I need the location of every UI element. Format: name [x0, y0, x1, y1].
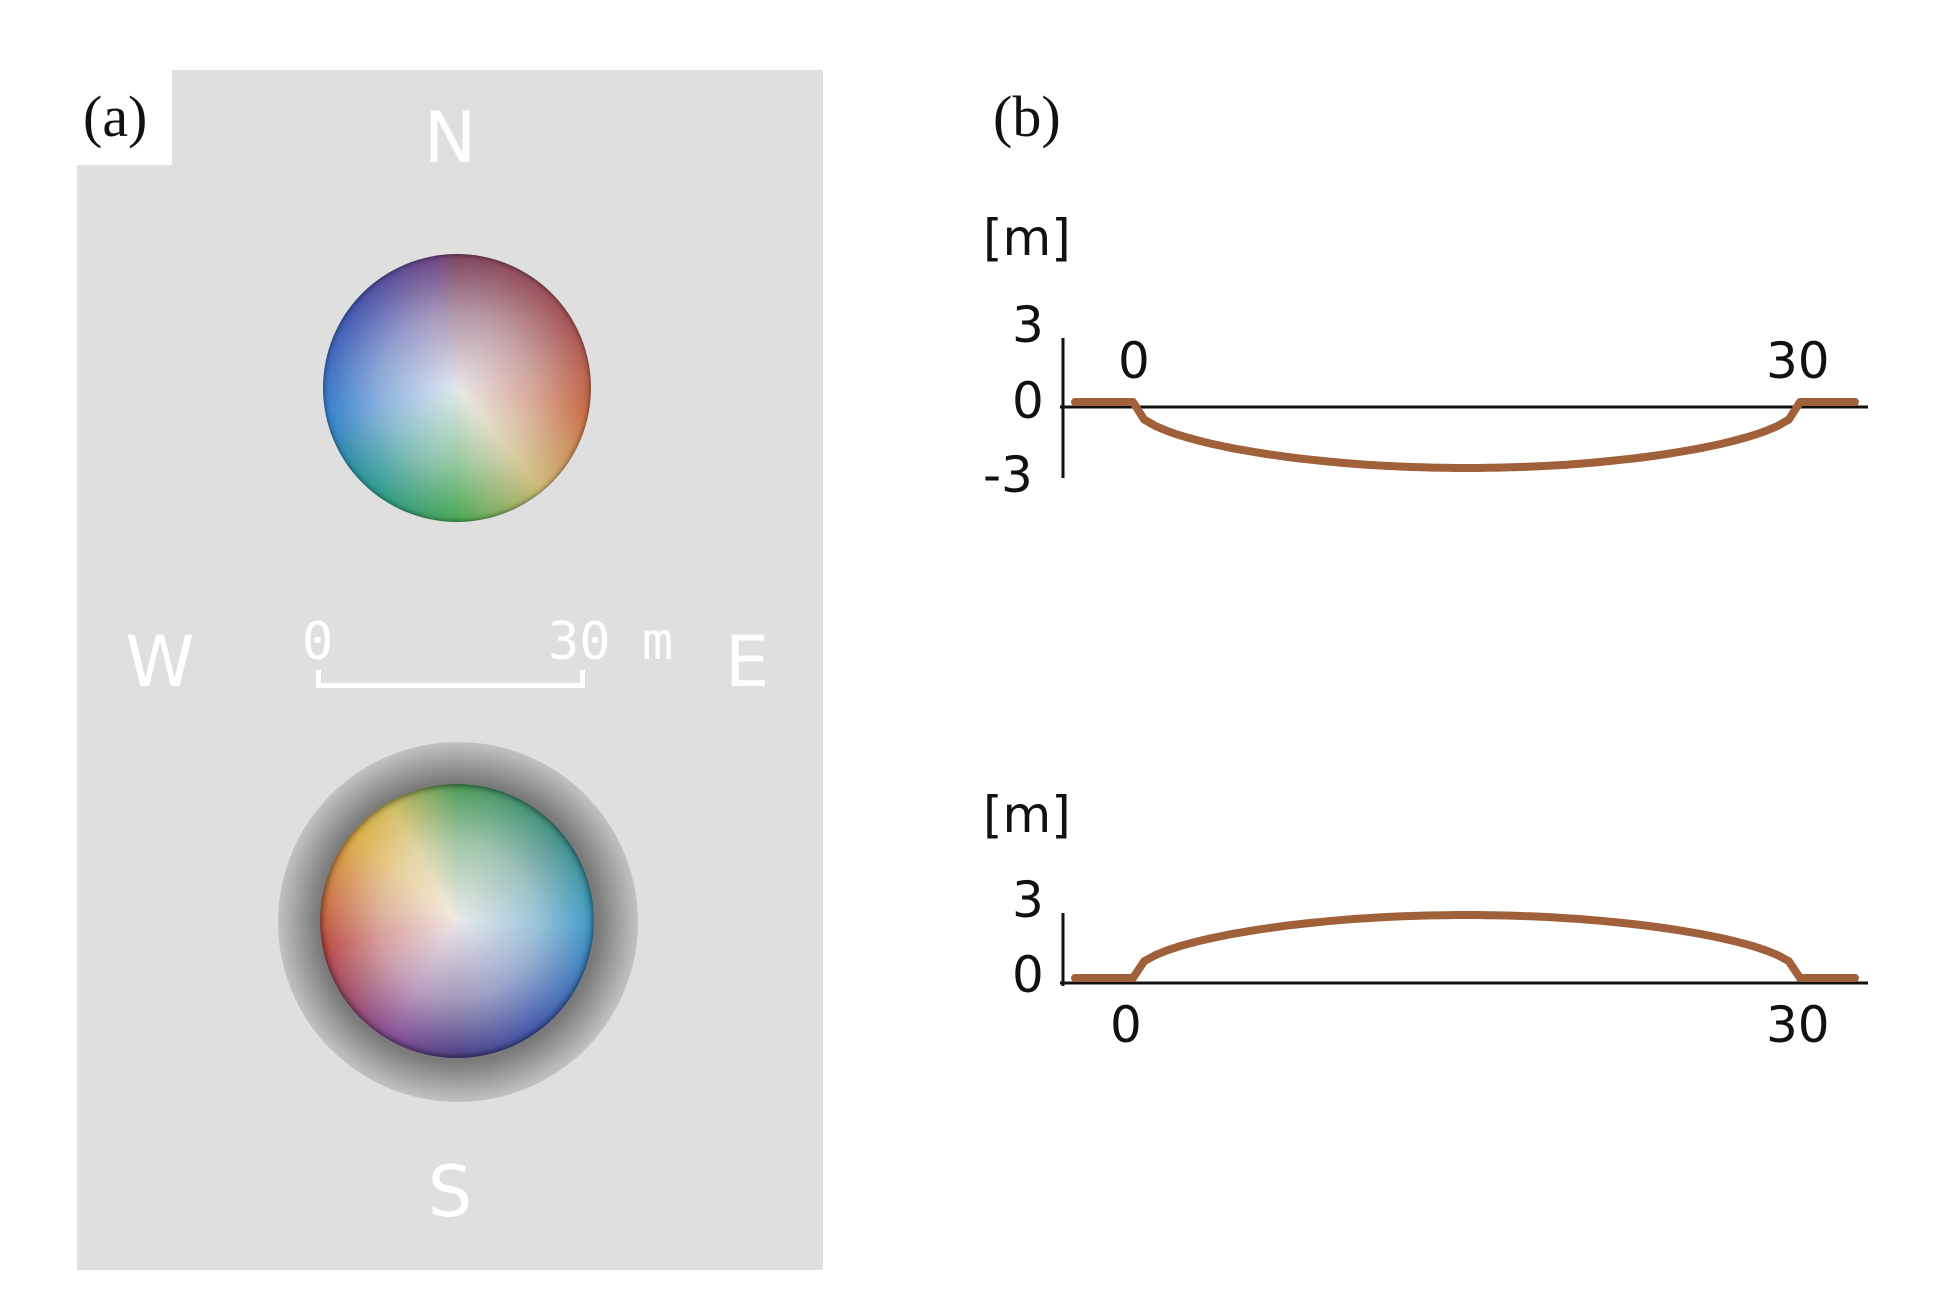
top-profile-x-tick-0: 0	[1118, 332, 1150, 390]
scale-bar	[318, 683, 583, 688]
panel-a-label: (a)	[83, 84, 148, 149]
bottom-profile-y-tick-3: 3	[1012, 871, 1044, 929]
bottom-profile-x-tick-30: 30	[1766, 996, 1830, 1054]
top-profile-x-tick-30: 30	[1766, 332, 1830, 390]
scale-bar-right-tick	[580, 670, 585, 688]
compass-north-label: N	[423, 97, 477, 179]
scale-bar-left-tick	[316, 670, 321, 688]
top-profile-y-tick-3: 3	[1012, 296, 1044, 354]
panel-a-label-box	[77, 70, 172, 165]
compass-west-label: W	[125, 621, 195, 703]
top-profile-y-tick-0: 0	[1012, 372, 1044, 430]
compass-east-label: E	[724, 621, 770, 703]
bottom-profile-curve	[1071, 911, 1859, 982]
top-profile-y-tick-minus3: -3	[983, 446, 1033, 504]
bottom-profile-unit-label: [m]	[983, 786, 1071, 844]
north-depression-disk	[323, 254, 591, 522]
scale-bar-end-label: 30 m	[548, 612, 674, 672]
bottom-profile-x-tick-0: 0	[1110, 996, 1142, 1054]
panel-b-label: (b)	[993, 84, 1061, 149]
south-mound-disk	[320, 784, 594, 1058]
bottom-profile-y-tick-0: 0	[1012, 946, 1044, 1004]
top-profile-unit-label: [m]	[983, 209, 1071, 267]
top-profile-curve	[1071, 398, 1859, 472]
scale-bar-start-label: 0	[302, 612, 334, 672]
compass-south-label: S	[427, 1151, 473, 1233]
